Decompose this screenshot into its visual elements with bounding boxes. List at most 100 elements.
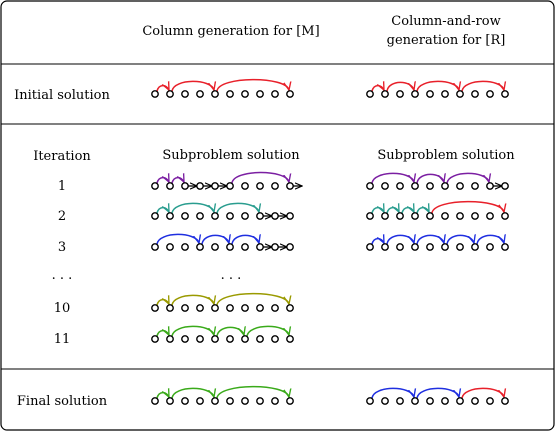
final-r-node-4	[426, 397, 434, 405]
iter3-r-arc-0	[371, 239, 384, 244]
iteration-11-label: 11	[54, 332, 71, 347]
final-m-node-1	[166, 397, 174, 405]
final-m-node-6	[241, 397, 249, 405]
iter2-m-node-0	[151, 212, 159, 220]
iteration-3-label: 3	[58, 240, 66, 255]
iter1-r-node-0	[366, 182, 374, 190]
iter3-m-node-9	[286, 243, 294, 251]
subproblem-r-label: Subproblem solution	[377, 148, 515, 163]
iter10-m-node-1	[166, 304, 174, 312]
iter1-m-node-4	[211, 182, 219, 190]
header-col-r-line2: generation for [R]	[387, 33, 506, 48]
iteration-label: Iteration	[33, 149, 91, 164]
iteration-2-label: 2	[58, 209, 66, 224]
initial-m-node-5	[226, 90, 234, 98]
iter2-r-node-6	[456, 212, 464, 220]
final-m-node-5	[226, 397, 234, 405]
iter10-m-arc-2	[216, 292, 289, 305]
initial-m-node-1	[166, 90, 174, 98]
iter11-m-node-1	[166, 335, 174, 343]
iter1-m-arc-2	[231, 171, 289, 183]
iter2-r-arc-2	[401, 208, 414, 213]
final-r-node-8	[486, 397, 494, 405]
header-col-m: Column generation for [M]	[142, 24, 319, 39]
iter1-r-arc-2	[446, 172, 489, 183]
final-m-node-9	[286, 397, 294, 405]
iter2-m-node-1	[166, 212, 174, 220]
iter11-m-node-8	[271, 335, 279, 343]
iter3-r-node-5	[441, 243, 449, 251]
initial-m-node-7	[256, 90, 264, 98]
iter3-r-node-6	[456, 243, 464, 251]
initial-r-arc-0	[371, 86, 384, 91]
final-r-node-6	[456, 397, 464, 405]
iter10-m-node-0	[151, 304, 159, 312]
initial-m-node-6	[241, 90, 249, 98]
initial-r-node-9	[501, 90, 509, 98]
ellipsis-label: . . .	[52, 268, 73, 283]
iter1-m-arc-1	[171, 178, 184, 183]
initial-m-chain	[151, 78, 294, 98]
iter11-m-node-0	[151, 335, 159, 343]
initial-m-arc-1	[171, 80, 214, 91]
iter3-r-arc-2	[416, 235, 444, 244]
iter3-m-node-1	[166, 243, 174, 251]
initial-r-arc-2	[416, 80, 459, 91]
iter11-m-node-6	[241, 335, 249, 343]
iter1-r-node-6	[456, 182, 464, 190]
subproblem-m-label: Subproblem solution	[162, 148, 300, 163]
iter1-r-node-8	[486, 182, 494, 190]
iter1-r-chain	[366, 172, 509, 190]
iter3-r-node-7	[471, 243, 479, 251]
iter11-m-node-4	[211, 335, 219, 343]
iter1-r-node-1	[381, 182, 389, 190]
final-m-node-0	[151, 397, 159, 405]
iter2-r-arc-0	[371, 208, 384, 213]
iter2-r-node-4	[426, 212, 434, 220]
final-r-node-7	[471, 397, 479, 405]
initial-r-arc-1	[386, 82, 414, 91]
iter3-m-node-0	[151, 243, 159, 251]
iter3-r-arc-3	[446, 235, 474, 244]
iter2-r-node-1	[381, 212, 389, 220]
iter3-r-node-8	[486, 243, 494, 251]
iter3-m-node-3	[196, 243, 204, 251]
iter10-m-node-2	[181, 304, 189, 312]
iter1-m-node-0	[151, 182, 159, 190]
final-m-arc-2	[216, 385, 289, 398]
iter3-r-node-9	[501, 243, 509, 251]
iter2-r-node-7	[471, 212, 479, 220]
iter11-m-arc-0	[156, 331, 169, 336]
iter3-m-arc-1	[201, 235, 229, 244]
iter2-m-chain	[151, 202, 294, 220]
iter2-m-arc-2	[216, 202, 259, 213]
final-r-node-2	[396, 397, 404, 405]
iter2-r-node-8	[486, 212, 494, 220]
iter1-r-arc-0	[371, 172, 414, 183]
final-m-arc-0	[156, 393, 169, 398]
iter2-r-node-5	[441, 212, 449, 220]
iter1-m-node-7	[256, 182, 264, 190]
iter11-m-arc-2	[216, 327, 244, 336]
final-solution-label: Final solution	[17, 394, 108, 409]
iter2-m-node-6	[241, 212, 249, 220]
initial-m-arc-2	[216, 78, 289, 91]
iter3-r-arc-4	[476, 235, 504, 244]
iter1-r-node-5	[441, 182, 449, 190]
iter11-m-node-2	[181, 335, 189, 343]
iter11-m-chain	[151, 325, 294, 343]
iter3-m-chain	[151, 233, 294, 251]
iter1-r-node-3	[411, 182, 419, 190]
route-chains	[151, 78, 509, 405]
iter2-r-arc-4	[431, 200, 504, 213]
iter3-m-node-7	[256, 243, 264, 251]
iter1-m-node-5	[226, 182, 234, 190]
iter1-r-arc-1	[416, 174, 444, 183]
iter3-m-node-8	[271, 243, 279, 251]
initial-m-node-4	[211, 90, 219, 98]
initial-r-node-7	[471, 90, 479, 98]
iter2-r-node-9	[501, 212, 509, 220]
final-m-node-8	[271, 397, 279, 405]
